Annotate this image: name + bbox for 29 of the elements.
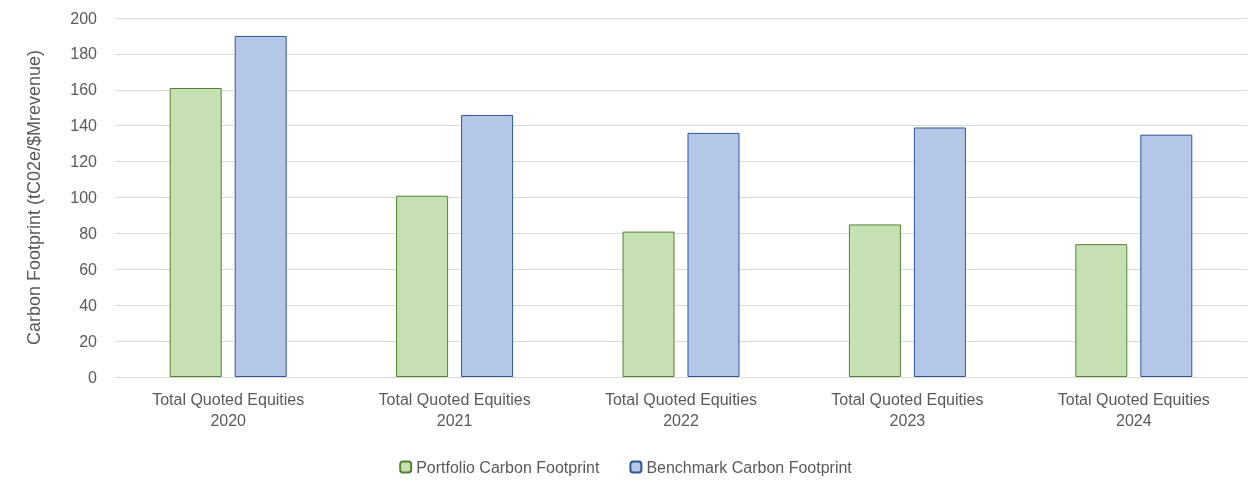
legend-label: Benchmark Carbon Footprint	[646, 458, 853, 476]
x-tick-label: Total Quoted Equities 2020	[152, 391, 305, 429]
x-tick-label: Total Quoted Equities 2023	[831, 391, 984, 429]
x-tick-label: Total Quoted Equities 2024	[1057, 391, 1210, 429]
y-tick-label: 100	[70, 189, 98, 206]
legend-label: Portfolio Carbon Footprint	[416, 458, 600, 476]
bar	[461, 114, 514, 377]
y-tick-label: 160	[70, 81, 98, 99]
bar	[687, 132, 740, 377]
bar	[913, 127, 966, 377]
y-tick-label: 0	[88, 368, 98, 386]
bar	[622, 231, 675, 377]
y-tick-label: 20	[79, 332, 98, 350]
y-tick-label: 40	[79, 296, 98, 314]
y-tick-label: 120	[70, 153, 98, 171]
y-tick-label: 60	[79, 260, 98, 278]
x-tick-label: Total Quoted Equities 2021	[378, 391, 531, 429]
y-axis-title: Carbon Footprint (tC02e/$Mrevenue)	[24, 49, 44, 346]
bar	[1140, 134, 1193, 377]
bar	[848, 224, 901, 377]
bar	[169, 88, 222, 377]
y-tick-label: 80	[79, 224, 98, 242]
y-tick-label: 200	[70, 9, 98, 27]
x-tick-label: Total Quoted Equities 2022	[604, 391, 758, 429]
bar	[234, 35, 287, 377]
bar	[396, 195, 449, 377]
y-tick-label: 180	[70, 45, 98, 63]
bar	[1075, 244, 1128, 377]
y-tick-label: 140	[70, 117, 98, 135]
